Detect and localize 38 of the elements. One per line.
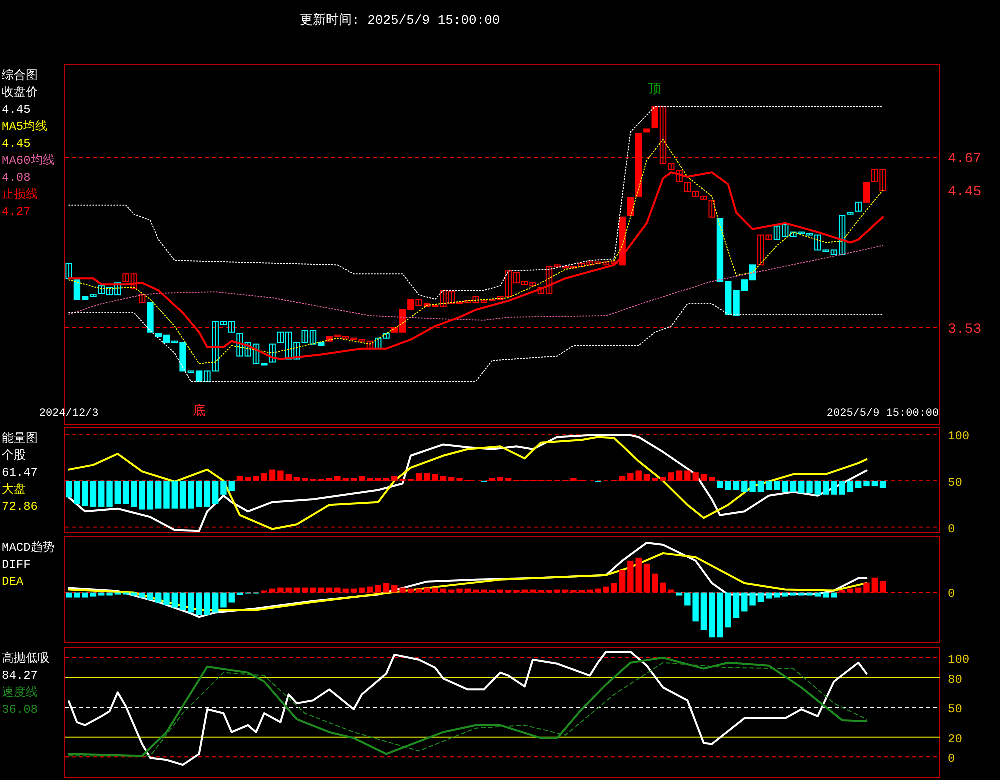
x-tick-label: 2025/5/9 15:00:00 (826, 408, 940, 420)
text: 4.45 (2, 103, 31, 117)
chart-title: MACD趋势 (2, 541, 55, 555)
line-series (68, 245, 884, 321)
y-tick-label: 50 (948, 476, 962, 490)
text: 61.47 (2, 466, 38, 480)
y-tick-label: 80 (948, 672, 962, 687)
chart-subtitle: 更新时间: 2025/5/9 15:00:00 (300, 13, 500, 28)
y-tick-label: 0 (948, 752, 956, 766)
text: 84.27 (2, 669, 38, 683)
y-tick-label: 20 (948, 732, 962, 746)
annotation: 底 (192, 404, 206, 419)
line-series (68, 304, 884, 382)
text: 止损线 (2, 188, 38, 202)
text: 速度线 (2, 685, 38, 700)
chart-title: 综合图 (2, 68, 38, 83)
y-tick-label: 0 (948, 522, 956, 536)
y-tick-label: 3.53 (948, 322, 982, 338)
text: 高抛低吸 (2, 651, 50, 666)
y-tick-label: 100 (948, 652, 970, 667)
text: 4.27 (2, 205, 31, 219)
y-tick-label: 4.67 (948, 152, 982, 168)
text: 36.08 (2, 703, 38, 717)
text: 72.86 (2, 500, 38, 514)
legend-title: 收盘价 (2, 86, 38, 100)
text: 个股 (2, 449, 26, 463)
y-tick-label: 100 (948, 430, 970, 444)
text: DIFF (2, 558, 31, 572)
text: MA60均线 (2, 154, 55, 168)
text: DEA (2, 575, 24, 589)
text: MA5均线 (2, 120, 48, 134)
text: 4.08 (2, 171, 31, 185)
chart-title: 能量图 (2, 432, 38, 446)
y-tick-label: 50 (948, 702, 962, 717)
text: 大盘 (2, 483, 26, 497)
y-tick-label: 4.45 (948, 184, 982, 200)
annotation: 顶 (648, 82, 662, 97)
text: 4.45 (2, 137, 31, 151)
